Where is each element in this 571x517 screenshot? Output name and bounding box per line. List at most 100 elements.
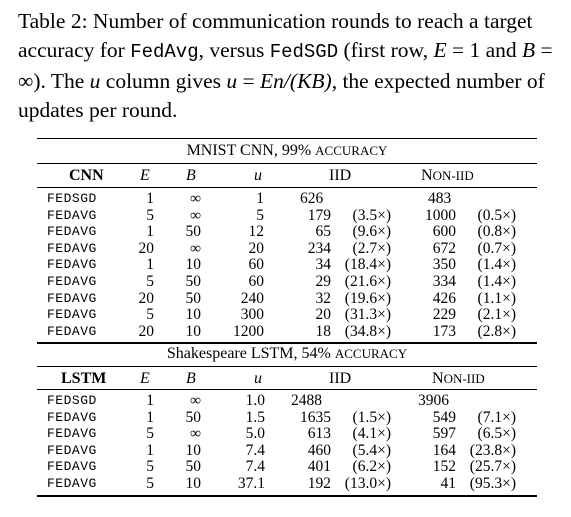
cell-iid: 1635: [300, 408, 331, 426]
section-rule: [37, 366, 537, 367]
cell-algorithm: FedAvg: [47, 426, 97, 442]
caption-code-fedavg: FedAvg: [130, 41, 199, 63]
cell-noniid-speedup: (1.4×): [477, 273, 516, 290]
section-title-smallcaps: accuracy: [334, 346, 408, 361]
cell-iid: 29: [315, 273, 332, 290]
cell-noniid: 483: [428, 190, 452, 207]
header-noniid-rest: on-IID: [443, 371, 485, 386]
section-divider-rule: [37, 342, 537, 344]
cell-noniid: 350: [432, 256, 456, 274]
cell-algorithm: FedAvg: [47, 307, 97, 323]
cell-b: 50: [185, 458, 202, 476]
table-row: FedAvg 1 50 12 65 (9.6×) 600 (0.8×): [0, 223, 571, 240]
cell-iid: 32: [315, 289, 332, 307]
cell-e: 1: [146, 441, 154, 459]
table-row: FedAvg 5 ∞ 5.0 613 (4.1×) 597 (6.5×): [0, 425, 571, 442]
cell-u: 1200: [233, 322, 264, 340]
table-row: FedAvg 5 10 300 20 (31.3×) 229 (2.1×): [0, 306, 571, 323]
cell-e: 20: [138, 322, 155, 340]
cell-noniid: 672: [432, 239, 456, 257]
cell-b: 50: [185, 223, 202, 241]
cell-algorithm: FedAvg: [47, 476, 97, 491]
header-noniid: Non-IID: [421, 167, 474, 185]
header-u: u: [254, 167, 262, 184]
cell-iid: 65: [315, 223, 332, 241]
caption-var-b: B: [522, 38, 536, 62]
cell-u: 20: [248, 239, 265, 257]
cell-u: 60: [248, 256, 265, 274]
table-row: FedAvg 5 10 37.1 192 (13.0×) 41 (95.3×): [0, 475, 571, 492]
header-noniid: Non-IID: [432, 370, 485, 388]
cell-u: 300: [240, 306, 264, 324]
cell-b: 50: [185, 273, 202, 290]
cell-algorithm: FedSGD: [47, 191, 97, 206]
caption-var-u: u: [226, 69, 238, 93]
cell-u: 240: [240, 289, 264, 307]
cell-b: ∞: [189, 392, 201, 409]
cell-e: 20: [138, 239, 155, 257]
cell-iid-speedup: (3.5×): [352, 206, 391, 224]
caption-var-u: u: [89, 69, 101, 93]
cell-e: 20: [138, 289, 155, 307]
cell-e: 5: [146, 458, 154, 476]
table-row: FedAvg 20 50 240 32 (19.6×) 426 (1.1×): [0, 290, 571, 307]
table-row: FedAvg 5 ∞ 5 179 (3.5×) 1000 (0.5×): [0, 207, 571, 224]
cell-u: 7.4: [245, 458, 265, 476]
cell-u: 1.5: [245, 408, 265, 426]
cell-b: 10: [185, 322, 202, 340]
cell-noniid-speedup: (1.1×): [477, 289, 516, 307]
cell-iid: 34: [315, 256, 332, 274]
cell-e: 1: [146, 190, 154, 207]
cell-noniid: 1000: [425, 206, 456, 224]
cell-iid: 20: [315, 306, 332, 324]
cell-iid: 18: [315, 322, 332, 340]
bottom-rule: [37, 495, 537, 497]
cell-noniid: 549: [432, 408, 456, 426]
table-row: FedAvg 5 50 60 29 (21.6×) 334 (1.4×): [0, 273, 571, 290]
cell-b: 10: [185, 306, 202, 324]
cell-noniid: 334: [432, 273, 456, 290]
header-b: B: [186, 370, 196, 387]
cell-b: ∞: [189, 239, 201, 257]
cell-noniid-speedup: (0.7×): [477, 239, 516, 257]
cell-iid-speedup: (1.5×): [352, 408, 391, 426]
cell-b: 10: [185, 475, 202, 492]
table-row: FedSGD 1 ∞ 1.0 2488 3906: [0, 392, 571, 409]
cnn-section-title: MNIST CNN, 99% accuracy: [37, 142, 537, 160]
caption-formula: En/(KB): [260, 69, 332, 93]
cell-noniid-speedup: (1.4×): [477, 256, 516, 274]
cell-iid: 179: [307, 206, 331, 224]
cell-u: 1.0: [245, 392, 265, 409]
cell-u: 5: [256, 206, 264, 224]
cell-noniid-speedup: (23.8×): [469, 441, 516, 459]
cell-b: ∞: [189, 425, 201, 443]
cell-noniid: 229: [432, 306, 456, 324]
cell-algorithm: FedAvg: [47, 323, 97, 339]
cell-iid: 626: [300, 190, 324, 207]
caption-var-e: E: [433, 38, 447, 62]
cell-b: 10: [185, 441, 202, 459]
cell-iid-speedup: (5.4×): [352, 441, 391, 459]
cell-iid-speedup: (19.6×): [344, 289, 391, 307]
cell-e: 1: [146, 392, 154, 409]
cell-u: 12: [248, 223, 265, 241]
cell-u: 60: [248, 273, 265, 290]
cell-noniid: 41: [440, 475, 457, 492]
section-rule: [37, 163, 537, 164]
cell-algorithm: FedAvg: [47, 207, 97, 223]
cell-iid-speedup: (21.6×): [344, 273, 391, 290]
cell-u: 5.0: [245, 425, 265, 443]
header-model: CNN: [69, 167, 104, 184]
cell-algorithm: FedAvg: [47, 409, 97, 425]
cell-noniid-speedup: (2.1×): [477, 306, 516, 324]
header-iid: IID: [329, 370, 352, 387]
cell-noniid-speedup: (95.3×): [469, 475, 516, 492]
cell-e: 1: [146, 223, 154, 241]
caption-text: Table 2: Number of communication rounds …: [18, 9, 533, 62]
header-rule: [37, 187, 537, 188]
cell-iid: 460: [307, 441, 331, 459]
cell-noniid-speedup: (2.8×): [477, 322, 516, 340]
header-model: LSTM: [61, 370, 107, 387]
header-u: u: [254, 370, 262, 387]
caption-code-fedsgd: FedSGD: [269, 41, 339, 63]
